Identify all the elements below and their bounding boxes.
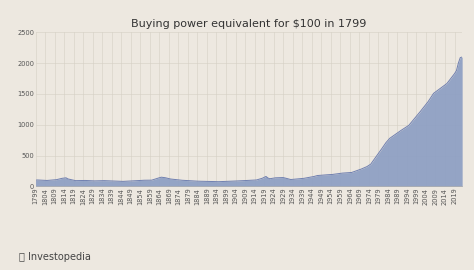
Title: Buying power equivalent for $100 in 1799: Buying power equivalent for $100 in 1799 (131, 19, 366, 29)
Text: ⓘ Investopedia: ⓘ Investopedia (19, 252, 91, 262)
